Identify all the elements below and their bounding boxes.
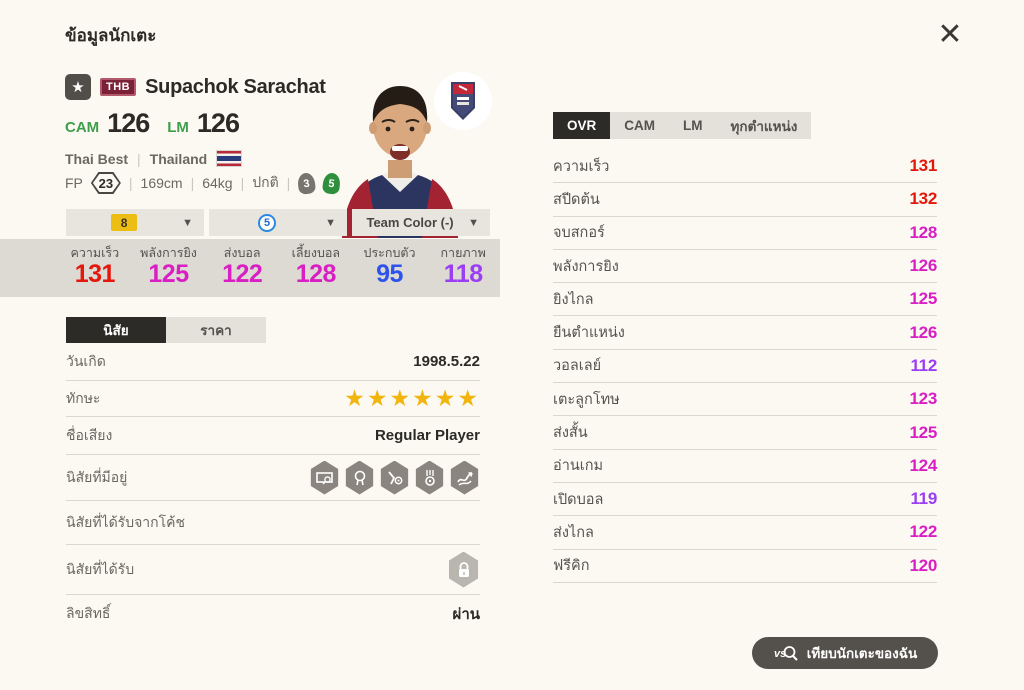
skill-moves-icon[interactable] — [450, 460, 479, 495]
position-label: LM — [167, 119, 189, 136]
heading-icon[interactable] — [345, 460, 374, 495]
summary-stat: กายภาพ 118 — [440, 246, 486, 289]
player-height: 169cm — [140, 175, 183, 191]
level-dropdown[interactable]: 8 ▼ — [66, 209, 204, 236]
details-table: วันเกิด 1998.5.22 ทักษะ ★★★★★★ ชื่อเสียง… — [66, 343, 480, 633]
lock-icon — [448, 551, 479, 588]
attribute-row: เตะลูกโทษ 123 — [553, 383, 937, 417]
body-type: ปกติ — [252, 174, 279, 190]
tab-price[interactable]: ราคา — [166, 317, 266, 343]
attribute-row: ความเร็ว 131 — [553, 150, 937, 184]
grade-dropdown[interactable]: 5 ▼ — [209, 209, 347, 236]
chevron-down-icon: ▼ — [325, 216, 336, 229]
attributes-list: ความเร็ว 131 สปีดต้น 132 จบสกอร์ 128 พลังกา… — [553, 150, 937, 583]
league-badge: THB — [100, 78, 137, 96]
tab-lm[interactable]: LM — [683, 118, 703, 133]
compare-player-button[interactable]: vs เทียบนักเตะของฉัน — [752, 637, 938, 669]
divider: | — [190, 175, 195, 191]
attribute-row: จบสกอร์ 128 — [553, 217, 937, 250]
tab-ovr[interactable]: OVR — [553, 112, 611, 139]
player-weight: 64kg — [202, 175, 233, 191]
table-row: ชื่อเสียง Regular Player — [66, 417, 480, 455]
tab-traits[interactable]: นิสัย — [66, 317, 166, 343]
table-row: วันเกิด 1998.5.22 — [66, 343, 480, 381]
compare-button-label: เทียบนักเตะของฉัน — [806, 646, 918, 661]
divider: | — [128, 175, 133, 191]
tab-all-positions[interactable]: ทุกตำแหน่ง — [730, 118, 798, 134]
attribute-row: อ่านเกม 124 — [553, 450, 937, 483]
page-title: ข้อมูลนักเตะ — [65, 26, 157, 45]
grade-badge: 5 — [258, 213, 277, 232]
team-color-dropdown[interactable]: Team Color (-) ▼ — [352, 209, 490, 236]
position-rating: 126 — [107, 108, 150, 138]
bio-row: FP 23 | 169cm | 64kg | ปกติ | 3 5 — [65, 171, 342, 195]
prized-ball-icon[interactable] — [415, 460, 444, 495]
vs-search-icon: vs — [774, 646, 798, 661]
position-rating: 126 — [196, 108, 240, 138]
club-name: Thai Best — [65, 150, 129, 167]
attribute-row: ยิงไกล 125 — [553, 283, 937, 317]
position-stat-tabs: OVR CAM LM ทุกตำแหน่ง — [553, 112, 812, 139]
player-name: Supachok Sarachat — [145, 75, 326, 98]
svg-text:vs: vs — [774, 648, 786, 660]
table-row: ทักษะ ★★★★★★ — [66, 381, 480, 417]
divider: | — [240, 175, 245, 191]
level-badge: 8 — [111, 214, 138, 231]
attribute-row: ยืนตำแหน่ง 126 — [553, 316, 937, 350]
club-crest-icon — [434, 72, 492, 130]
weak-foot-left-icon: 3 — [297, 171, 317, 195]
thailand-flag-icon — [216, 150, 243, 167]
summary-stat: ส่งบอล 122 — [222, 246, 263, 289]
attribute-row: วอลเลย์ 112 — [553, 350, 937, 384]
license-value: ผ่าน — [452, 606, 480, 623]
attribute-row: สปีดต้น 132 — [553, 183, 937, 217]
divider: | — [137, 150, 141, 167]
fame-value: Regular Player — [374, 427, 480, 444]
chevron-down-icon: ▼ — [182, 216, 193, 229]
table-row: นิสัยที่ได้รับ — [66, 545, 480, 595]
skill-stars: ★★★★★★ — [344, 385, 480, 411]
table-row: นิสัยที่ได้รับจากโค้ช — [66, 501, 480, 545]
attribute-row: ส่งไกล 122 — [553, 516, 937, 550]
owned-traits — [309, 460, 480, 495]
close-icon[interactable]: ✕ — [937, 17, 963, 51]
goal-analysis-icon[interactable] — [310, 460, 339, 495]
player-header: ★ THB Supachok Sarachat — [65, 74, 326, 100]
summary-stat: ประกบตัว 95 — [363, 246, 416, 289]
fp-label: FP — [65, 175, 83, 191]
tab-cam[interactable]: CAM — [624, 118, 656, 133]
nation-name: Thailand — [149, 150, 208, 167]
birthdate-value: 1998.5.22 — [413, 353, 480, 370]
team-color-value: Team Color (-) — [366, 215, 454, 230]
chevron-down-icon: ▼ — [468, 216, 479, 229]
summary-stats-band: ความเร็ว 131 พลังการยิง 125 ส่งบอล 122 เ… — [0, 239, 500, 297]
attribute-row: พลังการยิง 126 — [553, 250, 937, 284]
summary-stat: ความเร็ว 131 — [70, 246, 120, 289]
position-ratings: CAM 126 LM 126 — [65, 108, 249, 139]
table-row: ลิขสิทธิ์ ผ่าน — [66, 595, 480, 633]
fp-badge: 23 — [90, 172, 121, 194]
summary-stat: เลี้ยงบอล 128 — [291, 246, 341, 289]
club-nation-row: Thai Best | Thailand — [65, 150, 243, 167]
position-label: CAM — [65, 119, 100, 136]
flair-shot-icon[interactable] — [380, 460, 409, 495]
attribute-row: ส่งสั้น 125 — [553, 416, 937, 450]
attribute-row: ฟรีคิก 120 — [553, 550, 937, 583]
table-row: นิสัยที่มีอยู่ — [66, 455, 480, 501]
attribute-row: เปิดบอล 119 — [553, 483, 937, 517]
star-icon: ★ — [65, 74, 91, 100]
divider: | — [286, 175, 291, 191]
summary-stat: พลังการยิง 125 — [140, 246, 197, 289]
